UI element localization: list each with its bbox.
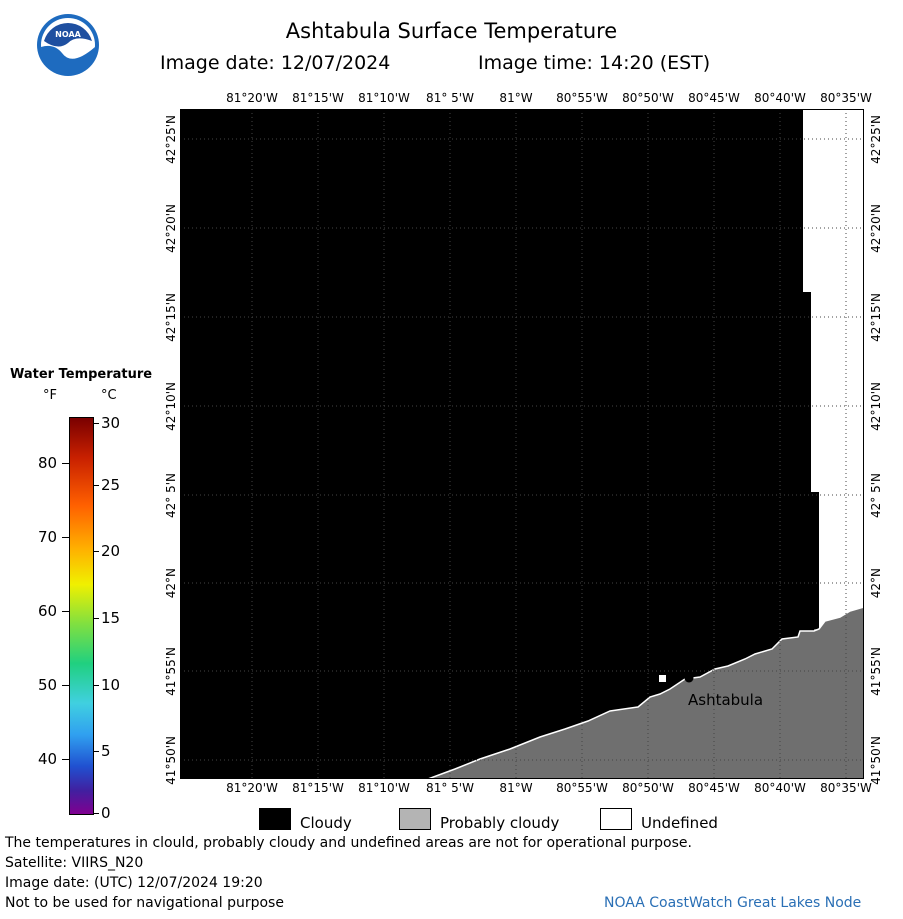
celsius-tick: 30: [101, 414, 121, 432]
celsius-tick: 25: [101, 476, 121, 494]
lon-tick-bottom: 81°W: [499, 781, 533, 795]
lon-tick-top: 80°50'W: [622, 91, 674, 105]
lon-tick-top: 81°15'W: [292, 91, 344, 105]
satellite-label: Satellite: VIIRS_N20: [5, 855, 144, 871]
celsius-tick-mark: [93, 618, 99, 619]
celsius-tick-mark: [93, 485, 99, 486]
city-marker: [684, 673, 694, 683]
fahrenheit-tick: 50: [38, 676, 58, 694]
map-panel: [180, 109, 865, 780]
cloudy-area: [180, 109, 819, 779]
lat-tick-left: 42°20'N: [164, 203, 178, 253]
lon-tick-bottom: 81°20'W: [226, 781, 278, 795]
fahrenheit-tick-mark: [62, 685, 69, 686]
lat-tick-right: 41°50'N: [869, 735, 883, 785]
image-time-label: Image time: 14:20 (EST): [478, 52, 711, 74]
city-label: Ashtabula: [688, 691, 764, 709]
lat-tick-right: 41°55'N: [869, 646, 883, 696]
credit-link[interactable]: NOAA CoastWatch Great Lakes Node: [604, 895, 862, 911]
lat-tick-right: 42°15'N: [869, 292, 883, 342]
cloudy-swatch: [259, 808, 291, 830]
undefined-swatch: [600, 808, 632, 830]
lat-tick-right: 42°10'N: [869, 381, 883, 431]
lon-tick-bottom: 80°50'W: [622, 781, 674, 795]
fahrenheit-tick-mark: [62, 759, 69, 760]
celsius-tick: 0: [101, 804, 111, 822]
colorbar-title: Water Temperature: [10, 367, 153, 382]
celsius-tick-mark: [93, 423, 99, 424]
cloudy-label: Cloudy: [300, 814, 352, 832]
fahrenheit-label: °F: [43, 388, 57, 403]
lon-tick-top: 81° 5'W: [426, 91, 474, 105]
lon-tick-bottom: 80°45'W: [688, 781, 740, 795]
lon-tick-bottom: 80°55'W: [556, 781, 608, 795]
fahrenheit-tick-mark: [62, 611, 69, 612]
lat-tick-left: 41°55'N: [164, 646, 178, 696]
navigation-warning: Not to be used for navigational purpose: [5, 895, 284, 911]
lat-tick-right: 42° 5'N: [869, 472, 883, 518]
fahrenheit-tick: 60: [38, 602, 58, 620]
probably-cloudy-label: Probably cloudy: [440, 814, 560, 832]
celsius-tick-mark: [93, 685, 99, 686]
lon-tick-top: 81°10'W: [358, 91, 410, 105]
image-date-label: Image date: 12/07/2024: [160, 52, 391, 74]
lon-tick-bottom: 81°10'W: [358, 781, 410, 795]
lat-tick-right: 42°N: [869, 568, 883, 599]
lon-tick-top: 81°20'W: [226, 91, 278, 105]
logo-text: NOAA: [55, 30, 81, 39]
lat-tick-left: 42°25'N: [164, 114, 178, 164]
lat-tick-left: 42°15'N: [164, 292, 178, 342]
celsius-tick: 5: [101, 742, 111, 760]
lon-tick-bottom: 81°15'W: [292, 781, 344, 795]
coastline: [427, 606, 865, 780]
lat-tick-right: 42°20'N: [869, 203, 883, 253]
celsius-label: °C: [101, 388, 117, 403]
fahrenheit-tick: 40: [38, 750, 58, 768]
lon-tick-top: 80°55'W: [556, 91, 608, 105]
fahrenheit-tick-mark: [62, 463, 69, 464]
celsius-tick-mark: [93, 813, 99, 814]
celsius-tick-mark: [93, 551, 99, 552]
lat-tick-right: 42°25'N: [869, 114, 883, 164]
lon-tick-top: 80°45'W: [688, 91, 740, 105]
celsius-tick: 20: [101, 542, 121, 560]
lat-tick-left: 41°50'N: [164, 735, 178, 785]
utc-date-label: Image date: (UTC) 12/07/2024 19:20: [5, 875, 263, 891]
undefined-label: Undefined: [641, 814, 718, 832]
lon-tick-top: 80°40'W: [754, 91, 806, 105]
lon-tick-top: 81°W: [499, 91, 533, 105]
disclaimer-text: The temperatures in clould, probably clo…: [5, 835, 692, 851]
lat-tick-left: 42°N: [164, 568, 178, 599]
probably-cloudy-area: [428, 607, 864, 779]
lon-tick-bottom: 80°35'W: [820, 781, 872, 795]
colorbar: [69, 417, 94, 815]
celsius-tick: 15: [101, 609, 121, 627]
station-marker: [659, 675, 666, 682]
fahrenheit-tick: 70: [38, 528, 58, 546]
fahrenheit-tick: 80: [38, 454, 58, 472]
fahrenheit-tick-mark: [62, 537, 69, 538]
noaa-logo-icon: NOAA: [36, 13, 100, 77]
page-title: Ashtabula Surface Temperature: [285, 19, 618, 43]
lat-tick-left: 42°10'N: [164, 381, 178, 431]
lon-tick-bottom: 80°40'W: [754, 781, 806, 795]
lon-tick-top: 80°35'W: [820, 91, 872, 105]
map-svg: [180, 109, 865, 780]
lon-tick-bottom: 81° 5'W: [426, 781, 474, 795]
lat-tick-left: 42° 5'N: [164, 472, 178, 518]
celsius-tick: 10: [101, 676, 121, 694]
probably-cloudy-swatch: [399, 808, 431, 830]
celsius-tick-mark: [93, 751, 99, 752]
